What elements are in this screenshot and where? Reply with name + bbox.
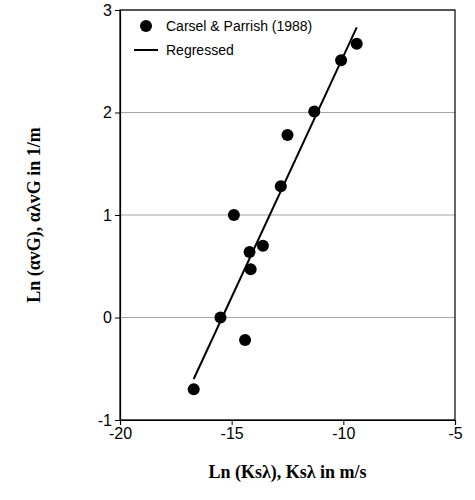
tick-label: 1 (103, 207, 112, 224)
tick: -10 (332, 420, 355, 442)
legend-swatch (134, 49, 158, 51)
chart: -20-15-10-5-10123Carsel & Parrish (1988)… (0, 0, 475, 500)
tick: -15 (221, 420, 244, 442)
x-axis-title: Ln (Ksλ), Ksλ in m/s (208, 462, 366, 483)
tick-mark (115, 420, 120, 421)
tick-mark (343, 420, 344, 425)
point (228, 209, 240, 221)
grid-line (120, 317, 455, 318)
tick-mark (115, 113, 120, 114)
legend-swatch (140, 20, 152, 32)
point (257, 240, 269, 252)
tick-mark (115, 10, 120, 11)
y-axis-title: Ln (αvG), αλvG in 1/m (24, 127, 45, 302)
tick-label: 0 (103, 309, 112, 326)
legend-label: Carsel & Parrish (1988) (166, 18, 312, 34)
tick-label: -1 (98, 412, 112, 429)
tick-mark (455, 420, 456, 425)
grid (120, 10, 455, 420)
tick-label: 3 (103, 2, 112, 19)
tick-label: -10 (332, 425, 355, 442)
tick-mark (115, 318, 120, 319)
legend-item: Regressed (134, 42, 234, 58)
tick-label: 2 (103, 104, 112, 121)
point (351, 38, 363, 50)
tick: 2 (103, 104, 120, 121)
tick: -20 (109, 420, 132, 442)
plot-frame (120, 10, 455, 420)
tick-label: -20 (109, 425, 132, 442)
grid-line (120, 215, 455, 216)
tick-mark (115, 215, 120, 216)
tick: -5 (448, 420, 462, 442)
y-axis: -1 0 1 2 3 (98, 2, 121, 429)
legend-item: Carsel & Parrish (1988) (140, 18, 312, 34)
plot: -20-15-10-5-10123Carsel & Parrish (1988)… (98, 2, 463, 443)
tick: 3 (103, 2, 120, 19)
tick: 1 (103, 207, 120, 224)
point (282, 129, 294, 141)
tick: 0 (103, 309, 120, 326)
x-axis: -20 -15 -10 -5 (109, 420, 463, 442)
axis-line (121, 421, 456, 426)
tick-mark (232, 420, 233, 425)
tick: -1 (98, 412, 120, 429)
legend-label: Regressed (166, 42, 234, 58)
regression-line (194, 27, 357, 379)
grid-line (120, 112, 455, 113)
marks (188, 27, 363, 395)
tick-label: -5 (448, 425, 462, 442)
point (188, 383, 200, 395)
point (239, 334, 251, 346)
tick-label: -15 (221, 425, 244, 442)
legend: Carsel & Parrish (1988) Regressed (134, 18, 312, 58)
